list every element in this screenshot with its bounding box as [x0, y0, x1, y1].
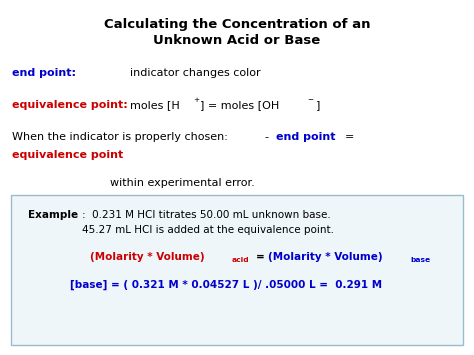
Text: +: + — [193, 97, 199, 103]
Text: ] = moles [OH: ] = moles [OH — [200, 100, 279, 110]
FancyBboxPatch shape — [11, 195, 463, 345]
Text: ]: ] — [316, 100, 320, 110]
Text: equivalence point: equivalence point — [12, 150, 123, 160]
Text: moles [H: moles [H — [130, 100, 180, 110]
Text: equivalence point:: equivalence point: — [12, 100, 128, 110]
Text: Example: Example — [28, 210, 78, 220]
Text: :  0.231 M HCl titrates 50.00 mL unknown base.: : 0.231 M HCl titrates 50.00 mL unknown … — [82, 210, 331, 220]
Text: (Molarity * Volume): (Molarity * Volume) — [268, 252, 383, 262]
Text: (Molarity * Volume): (Molarity * Volume) — [90, 252, 205, 262]
Text: indicator changes color: indicator changes color — [130, 68, 261, 78]
Text: end point:: end point: — [12, 68, 76, 78]
Text: acid: acid — [232, 257, 250, 263]
Text: base: base — [410, 257, 430, 263]
Text: 45.27 mL HCl is added at the equivalence point.: 45.27 mL HCl is added at the equivalence… — [82, 225, 334, 235]
Text: =: = — [256, 252, 268, 262]
Text: =: = — [338, 132, 355, 142]
Text: -: - — [265, 132, 273, 142]
Text: end point: end point — [276, 132, 336, 142]
Text: [base] = ( 0.321 M * 0.04527 L )/ .05000 L =  0.291 M: [base] = ( 0.321 M * 0.04527 L )/ .05000… — [70, 280, 382, 290]
Text: When the indicator is properly chosen:: When the indicator is properly chosen: — [12, 132, 228, 142]
Text: within experimental error.: within experimental error. — [110, 178, 255, 188]
Text: Calculating the Concentration of an: Calculating the Concentration of an — [104, 18, 370, 31]
Text: −: − — [307, 97, 313, 103]
Text: Unknown Acid or Base: Unknown Acid or Base — [154, 34, 320, 47]
